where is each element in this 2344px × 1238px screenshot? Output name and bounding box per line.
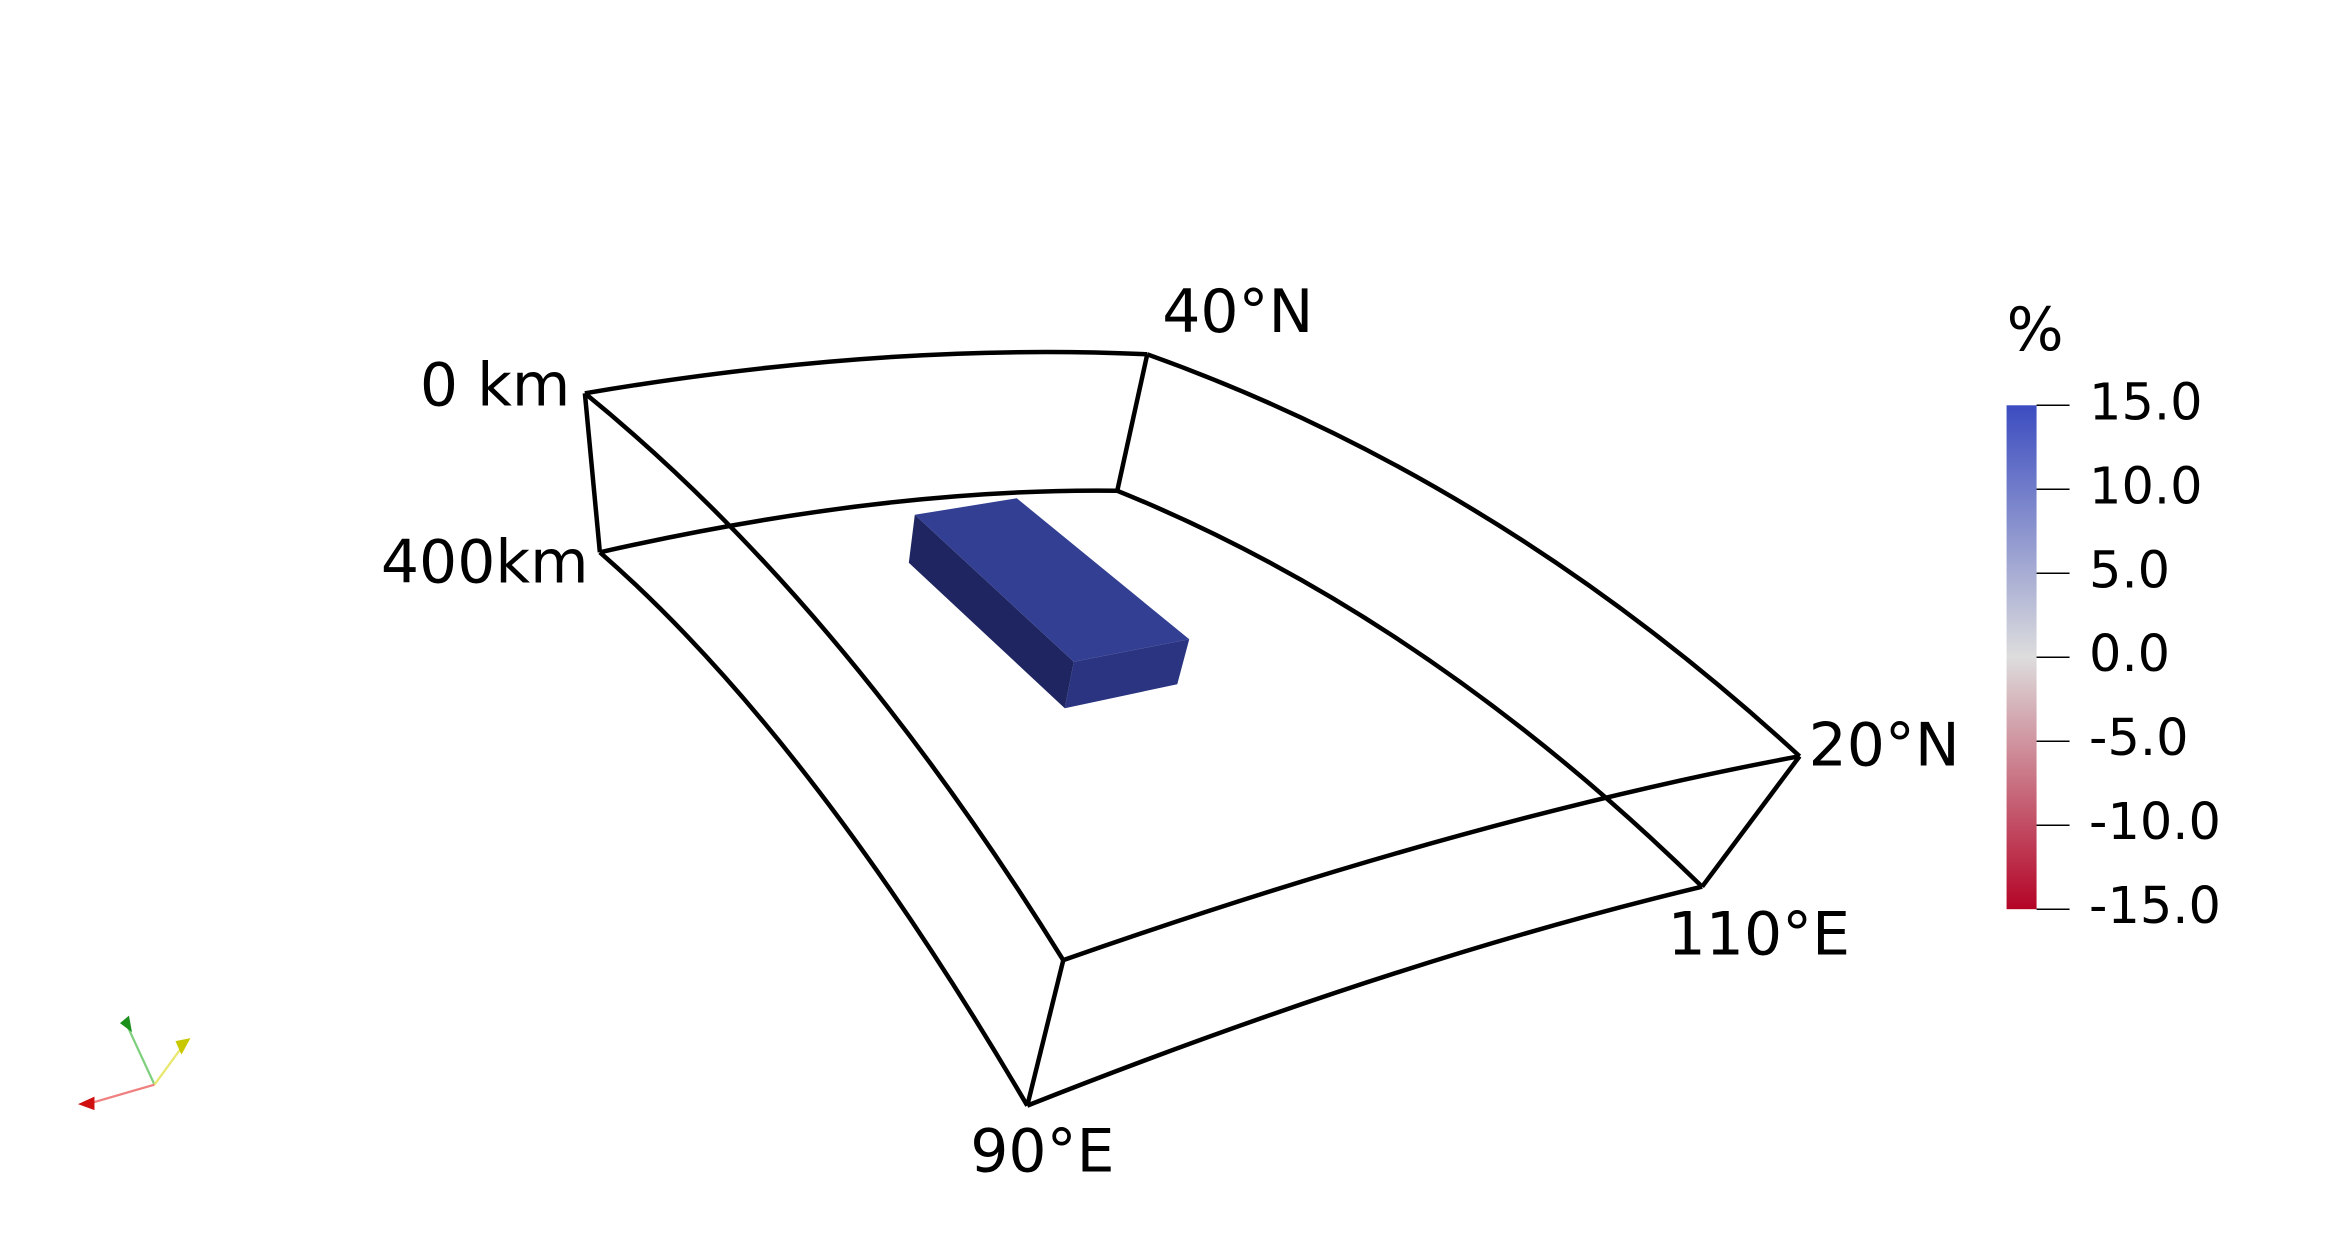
colorbar-tick-label: 5.0 <box>2089 541 2170 600</box>
depth-label: 0 km <box>420 350 570 420</box>
colorbar-title: % <box>2007 295 2064 365</box>
domain-frame <box>582 349 1802 1108</box>
colorbar <box>2006 405 2037 910</box>
latitude-label: 20°N <box>1809 710 1960 780</box>
colorbar-tick-label: 10.0 <box>2089 457 2203 516</box>
depth-label: 400km <box>381 527 589 597</box>
longitude-label: 90°E <box>970 1117 1114 1187</box>
colorbar-tick-label: -15.0 <box>2089 877 2221 936</box>
latitude-label: 40°N <box>1162 277 1313 347</box>
orientation-axes <box>77 1015 191 1111</box>
colorbar-tick-label: 15.0 <box>2089 373 2203 432</box>
colorbar-tick-label: 0.0 <box>2089 625 2170 684</box>
longitude-label: 110°E <box>1668 899 1850 969</box>
anomaly-block <box>908 498 1190 709</box>
colorbar-tick-label: -5.0 <box>2089 709 2188 768</box>
colorbar-tick-label: -10.0 <box>2089 793 2221 852</box>
